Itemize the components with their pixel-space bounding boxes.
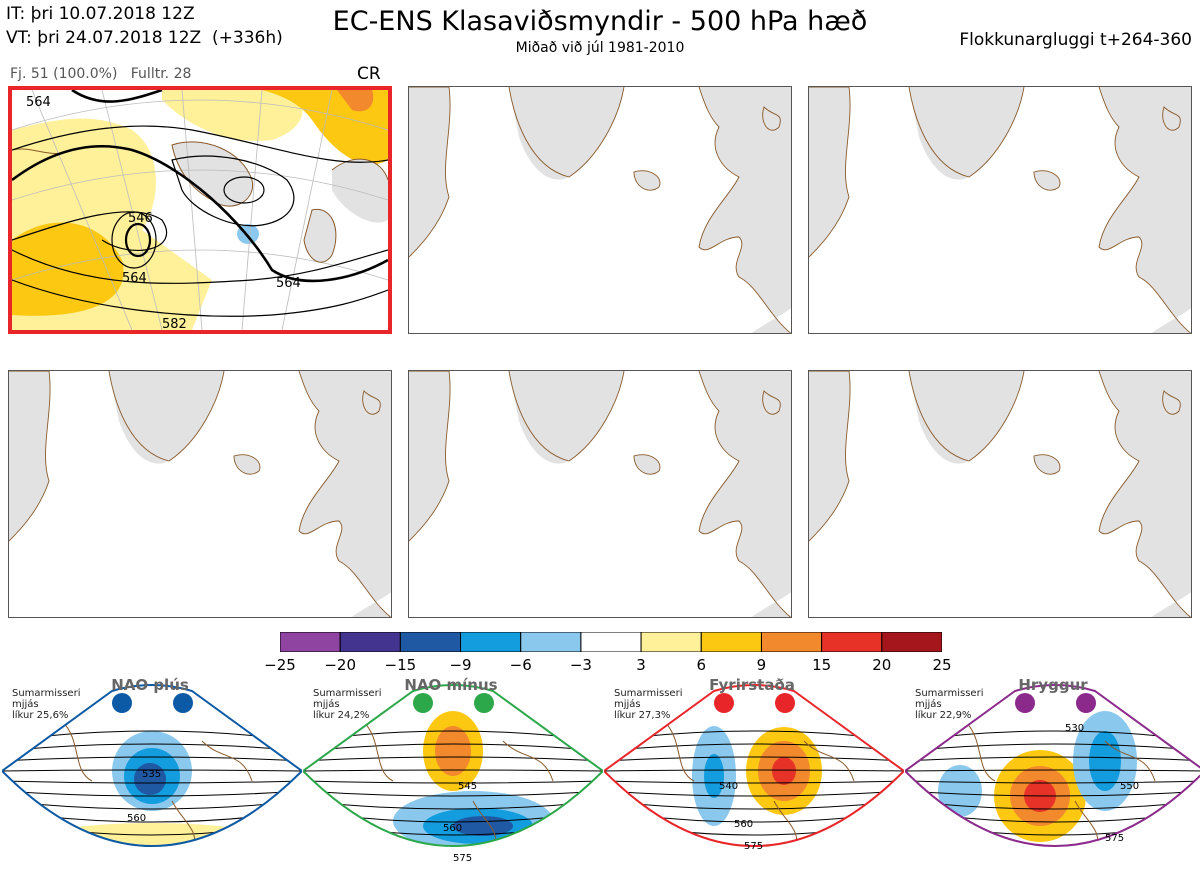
colorbar-segment [460,632,522,652]
climatology-contour-label: 550 [1120,781,1139,792]
climatology-regime-name: NAO plús [111,676,189,694]
classification-window: Flokkunargluggi t+264-360 [959,30,1192,50]
colorbar-segment [280,632,341,652]
contour-label: 564 [122,271,147,286]
climatology-map-4: 530 550 575 [905,684,1200,847]
climatology-contour-label: 560 [443,823,462,834]
climatology-description: Sumarmisseri mjjás líkur 24,2% [313,688,382,721]
contour-label: 546 [128,211,153,226]
colorbar-segment [760,632,823,652]
colorbar-tick: −15 [384,656,417,674]
colorbar-tick: −3 [569,656,592,674]
colorbar-tick: −6 [509,656,532,674]
climatology-contour-label: 575 [1105,833,1124,844]
climatology-regime-name: NAO mínus [404,676,498,694]
climatology-description: Sumarmisseri mjjás líkur 22,9% [915,688,984,721]
climatology-contour-label: 575 [744,841,763,852]
page-title: EC-ENS Klasaviðsmyndir - 500 hPa hæð [332,6,868,37]
climatology-contour-label: 545 [458,781,477,792]
cluster-map-3[interactable] [808,86,1192,334]
colorbar-tick: −20 [324,656,356,674]
colorbar-tick: 3 [636,656,646,674]
colorbar-tick: 25 [932,656,952,674]
contour-label: 564 [26,95,51,110]
climatology-contour-label: 535 [142,769,161,780]
contour-label: 582 [162,317,187,330]
init-time: IT: þri 10.07.2018 12Z [6,4,195,24]
colorbar-tick: 9 [756,656,767,674]
colorbar-segment [399,632,462,652]
climatology-contour-label: 540 [719,781,738,792]
colorbar-segment [520,632,582,652]
cluster-map-2[interactable] [408,86,792,334]
contour-label: 564 [276,276,301,291]
climatology-regime-name: Fyrirstaða [709,676,795,694]
climatology-regime-name: Hryggur [1018,676,1088,694]
climatology-description: Sumarmisseri mjjás líkur 25,6% [12,688,81,721]
colorbar-tick: 6 [696,656,707,674]
colorbar-segment [580,632,642,652]
regime-label: CR [357,64,381,84]
colorbar-segment [821,632,883,652]
climatology-contour-label: 530 [1065,723,1084,734]
anomaly-colorbar [280,632,942,652]
cluster-map-1[interactable]: 564 546 564 564 582 [8,86,392,334]
colorbar-segment [640,632,702,652]
valid-time: VT: þri 24.07.2018 12Z (+336h) [6,28,283,48]
climatology-contour-label: 560 [127,813,146,824]
cluster-map-5[interactable] [408,370,792,618]
cluster-map-4[interactable] [8,370,392,618]
climatology-contour-label: 560 [734,819,753,830]
climatology-map-2: 545 560 575 [303,684,603,864]
colorbar-tick: −25 [264,656,296,674]
climatology-map-3: 540 560 575 [604,684,904,852]
climatology-description: Sumarmisseri mjjás líkur 27,3% [614,688,683,721]
colorbar-segment [339,632,401,652]
colorbar-segment [881,632,942,652]
page-subtitle: Miðað við júl 1981-2010 [515,40,685,56]
climatology-map-1: 535 560 [2,684,302,847]
colorbar-segment [700,632,762,652]
colorbar-tick: −9 [449,656,472,674]
cluster-map-6[interactable] [808,370,1192,618]
panel-member-info: Fj. 51 (100.0%) Fulltr. 28 [10,66,192,82]
colorbar-tick: 15 [812,656,832,674]
colorbar-tick: 20 [872,656,892,674]
climatology-contour-label: 575 [453,853,472,864]
